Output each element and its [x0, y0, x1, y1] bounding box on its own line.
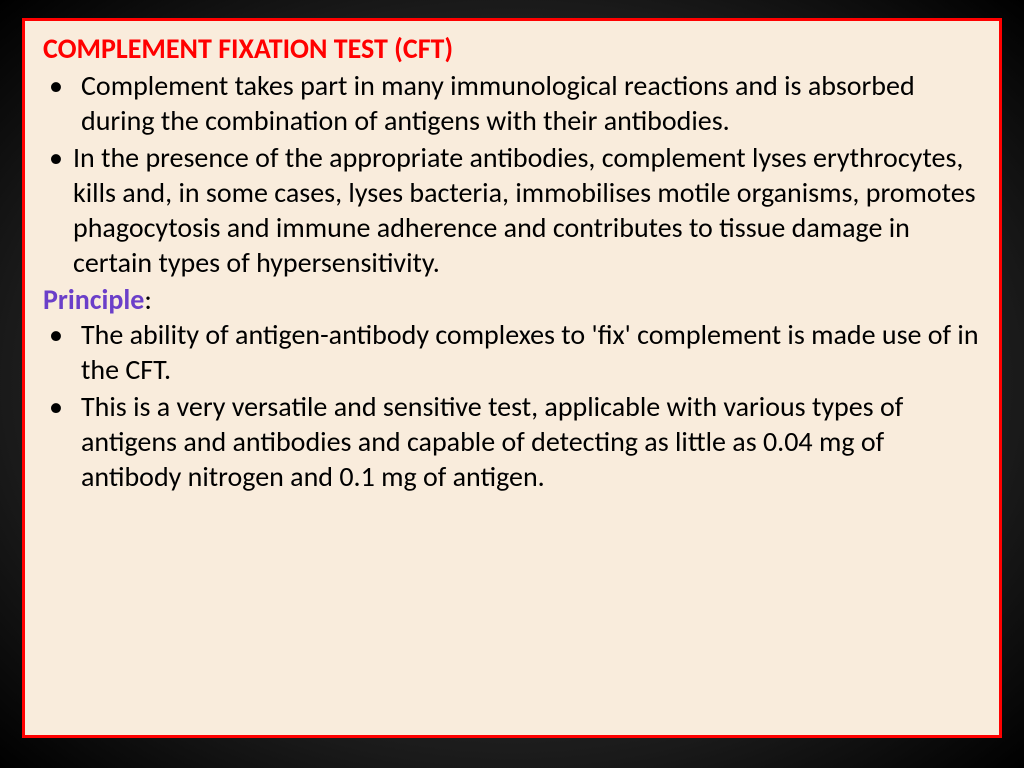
slide-title: COMPLEMENT FIXATION TEST (CFT)	[43, 31, 981, 66]
principle-heading: Principle:	[43, 282, 981, 317]
bullet-list-bottom: The ability of antigen-antibody complexe…	[43, 317, 981, 494]
principle-label: Principle	[43, 282, 144, 317]
principle-colon: :	[144, 282, 152, 317]
slide-panel: COMPLEMENT FIXATION TEST (CFT) Complemen…	[22, 18, 1002, 738]
bullet-item: The ability of antigen-antibody complexe…	[43, 317, 981, 387]
bullet-text: In the presence of the appropriate antib…	[73, 140, 976, 280]
bullet-item: Complement takes part in many immunologi…	[43, 68, 981, 138]
bullet-list-top: Complement takes part in many immunologi…	[43, 68, 981, 280]
bullet-item: This is a very versatile and sensitive t…	[43, 389, 981, 494]
bullet-text: The ability of antigen-antibody complexe…	[73, 317, 981, 387]
bullet-item: In the presence of the appropriate antib…	[43, 140, 981, 280]
bullet-text: This is a very versatile and sensitive t…	[73, 389, 981, 494]
bullet-text: Complement takes part in many immunologi…	[73, 68, 981, 138]
